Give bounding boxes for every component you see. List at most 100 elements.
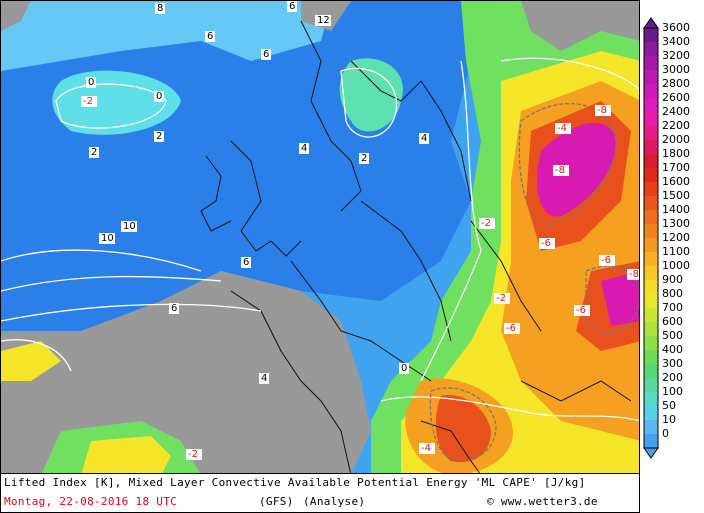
legend-label: 300 <box>662 357 683 370</box>
legend-label: 1300 <box>662 217 690 230</box>
contour-label: 6 <box>289 1 295 12</box>
legend-swatch <box>644 56 658 71</box>
map-footer: Lifted Index [K], Mixed Layer Convective… <box>0 474 640 513</box>
contour-label: 4 <box>261 373 267 384</box>
contour-label-bg <box>359 153 369 164</box>
contour-labels: 10 10 6 12 8 6 6 6 6 4 4 4 2 2 2 0 0 0 -2 -2 -2 -2 -4 -4 -6 -6 -6 -… <box>81 1 639 460</box>
gray-land-northwest <box>1 1 31 31</box>
contour-label-bg <box>154 91 164 102</box>
legend-label: 2000 <box>662 133 690 146</box>
legend-label: 3000 <box>662 63 690 76</box>
legend-label: 500 <box>662 329 683 342</box>
map-title: Lifted Index [K], Mixed Layer Convective… <box>4 476 586 489</box>
contour-label-bg <box>574 305 590 316</box>
contour-label-bg <box>241 257 251 268</box>
legend-swatch <box>644 168 658 183</box>
legend-swatch <box>644 336 658 351</box>
cape-field-magenta-southeast <box>601 271 639 326</box>
copyright-link[interactable]: © www.wetter3.de <box>487 495 598 508</box>
legend-swatch <box>644 224 658 239</box>
contour-label: 0 <box>88 77 94 88</box>
legend-swatch <box>644 210 658 225</box>
contour-label: -2 <box>188 449 198 460</box>
contour-label: 6 <box>171 303 177 314</box>
legend-swatch <box>644 140 658 155</box>
contour-label: 2 <box>91 147 97 158</box>
contour-label-bg <box>419 133 429 144</box>
contour-label-bg <box>627 269 639 280</box>
contour-label: -4 <box>557 123 567 134</box>
contour-label-bg <box>299 143 309 154</box>
contour-label-bg <box>599 255 615 266</box>
legend-swatch <box>644 196 658 211</box>
cape-field-aqua-scandinavia <box>339 58 403 132</box>
legend-swatch <box>644 280 658 295</box>
contour-label-bg <box>86 77 96 88</box>
contour-label: -2 <box>83 96 93 107</box>
legend-swatch <box>644 154 658 169</box>
legend-label: 3400 <box>662 35 690 48</box>
legend-label: 700 <box>662 301 683 314</box>
legend-label: 1000 <box>662 259 690 272</box>
legend-label: 600 <box>662 315 683 328</box>
legend-label: 800 <box>662 287 683 300</box>
legend-swatch <box>644 406 658 421</box>
legend-label: 2600 <box>662 91 690 104</box>
legend-swatch <box>644 98 658 113</box>
cape-lifted-index-map: 10 10 6 12 8 6 6 6 6 4 4 4 2 2 2 0 0 0 -2 -2 -2 -2 -4 -4 -6 -6 -6 -… <box>1 1 639 473</box>
legend-swatch <box>644 84 658 99</box>
contour-label: 10 <box>123 221 136 232</box>
legend-swatch <box>644 238 658 253</box>
legend-label: 200 <box>662 371 683 384</box>
legend-swatch <box>644 28 658 43</box>
legend-colorbar <box>643 17 659 459</box>
gray-land-northeast <box>521 1 639 51</box>
legend-label: 1800 <box>662 147 690 160</box>
contour-label: -4 <box>421 443 431 454</box>
contour-label: -8 <box>629 269 639 280</box>
legend-label: 1600 <box>662 175 690 188</box>
contour-label-bg <box>553 165 569 176</box>
legend-label: 400 <box>662 343 683 356</box>
legend-label: 100 <box>662 385 683 398</box>
legend-swatch <box>644 350 658 365</box>
legend-label: 1700 <box>662 161 690 174</box>
gray-land-west <box>1 271 371 473</box>
legend-label: 0 <box>662 427 669 440</box>
contour-label-bg <box>479 218 495 229</box>
contour-label: -2 <box>481 218 491 229</box>
contour-label: 0 <box>401 363 407 374</box>
color-legend: 3600 3400 3200 3000 2800 2600 2400 2200 2000 1800… <box>640 0 704 474</box>
contour-label: -6 <box>601 255 611 266</box>
cape-field-red-south <box>435 395 491 463</box>
contour-label: 10 <box>101 233 114 244</box>
contour-label-bg <box>81 96 97 107</box>
legend-label: 3600 <box>662 21 690 34</box>
contour-label-bg <box>261 49 271 60</box>
legend-swatch <box>644 266 658 281</box>
legend-swatch <box>644 392 658 407</box>
contour-label-bg <box>154 131 164 142</box>
analysis-type: (Analyse) <box>303 495 366 508</box>
contour-label: -6 <box>541 238 551 249</box>
legend-label: 1200 <box>662 231 690 244</box>
legend-label: 3200 <box>662 49 690 62</box>
legend-swatch <box>644 252 658 267</box>
contour-label: 6 <box>263 49 269 60</box>
legend-label: 50 <box>662 399 676 412</box>
contour-label-bg <box>555 123 571 134</box>
contour-label-bg <box>315 15 331 26</box>
contour-label-bg <box>595 105 611 116</box>
legend-label: 900 <box>662 273 683 286</box>
contour-label-bg <box>287 1 297 12</box>
legend-swatch <box>644 112 658 127</box>
contour-label: 8 <box>157 3 163 14</box>
contour-label-bg <box>504 323 520 334</box>
legend-swatch <box>644 308 658 323</box>
legend-swatch <box>644 322 658 337</box>
contour-label-bg <box>169 303 179 314</box>
contour-label-bg <box>205 31 215 42</box>
contour-label: 4 <box>301 143 307 154</box>
cape-field-yellow-sw-coast <box>81 436 171 473</box>
legend-label: 1100 <box>662 245 690 258</box>
